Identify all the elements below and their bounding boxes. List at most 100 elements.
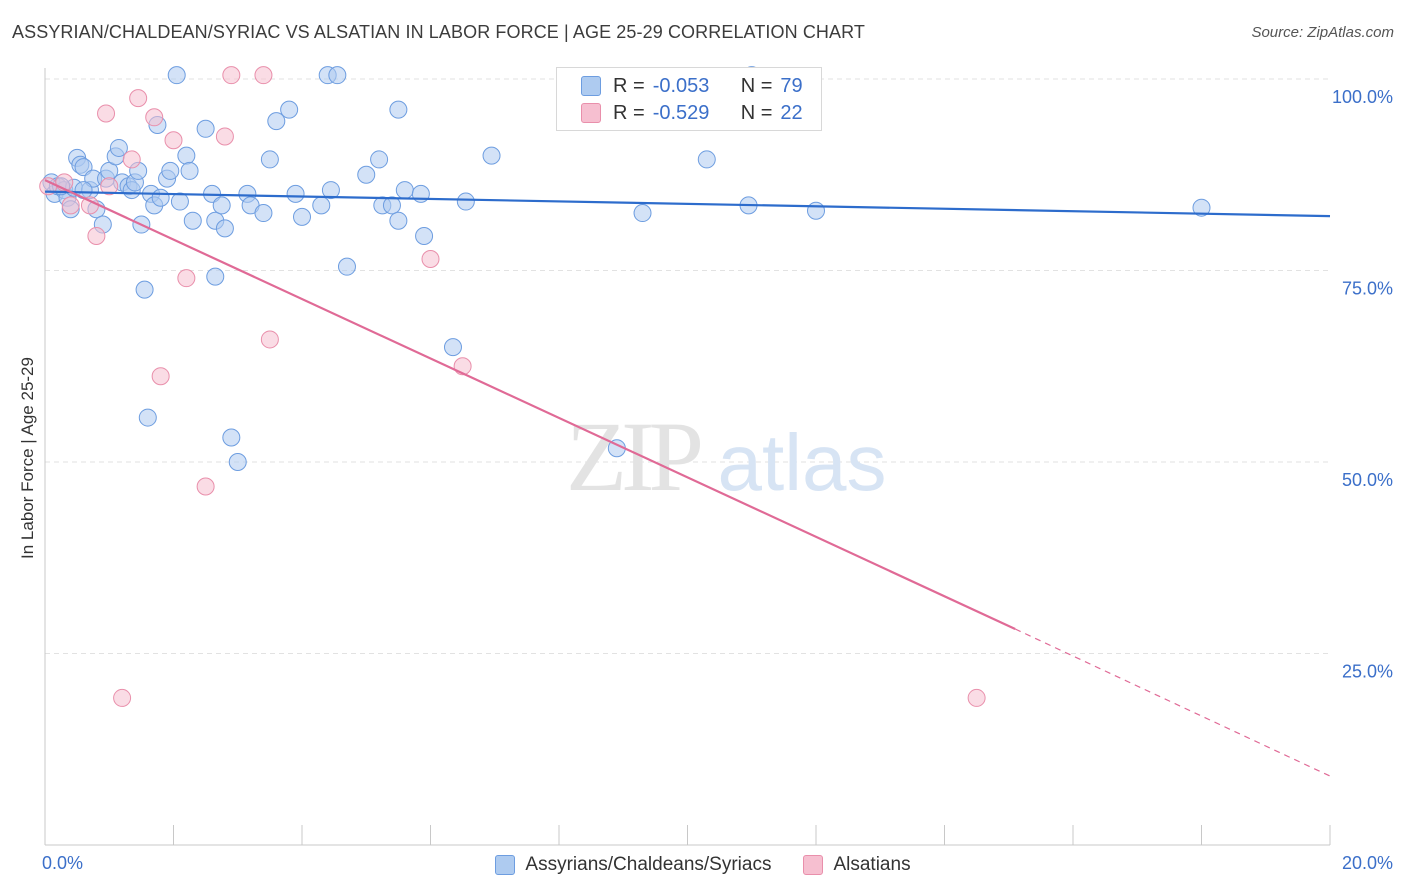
grid-lines bbox=[45, 78, 1330, 654]
stats-swatch-pink bbox=[581, 103, 601, 123]
chart-legend: Assyrians/Chaldeans/Syriacs Alsatians bbox=[0, 852, 1406, 878]
point-assyrians bbox=[370, 150, 389, 169]
point-alsatians bbox=[97, 104, 116, 123]
y-tick-label: 50.0% bbox=[1342, 470, 1393, 490]
point-assyrians bbox=[138, 408, 157, 427]
y-tick-labels: 25.0% 50.0% 75.0% 100.0% bbox=[1332, 87, 1393, 682]
point-alsatians bbox=[421, 250, 440, 269]
y-tick-label: 100.0% bbox=[1332, 87, 1393, 107]
point-assyrians bbox=[228, 453, 247, 471]
legend-swatch-blue bbox=[495, 855, 516, 875]
point-assyrians bbox=[267, 112, 286, 131]
point-assyrians bbox=[280, 100, 299, 119]
stats-swatch-blue bbox=[581, 76, 601, 96]
point-alsatians bbox=[129, 89, 148, 108]
point-assyrians bbox=[456, 192, 475, 211]
point-alsatians bbox=[122, 150, 141, 169]
point-assyrians bbox=[135, 280, 154, 299]
point-alsatians bbox=[196, 477, 215, 496]
point-assyrians bbox=[807, 201, 825, 220]
point-assyrians bbox=[312, 196, 331, 215]
point-assyrians bbox=[389, 211, 408, 230]
legend-item-assyrians: Assyrians/Chaldeans/Syriacs bbox=[495, 854, 771, 876]
point-assyrians bbox=[1192, 198, 1211, 217]
y-tick-label: 75.0% bbox=[1342, 279, 1393, 299]
x-tick-labels: 0.0% 20.0% bbox=[42, 853, 1393, 873]
point-alsatians bbox=[967, 688, 986, 707]
point-alsatians bbox=[260, 330, 279, 349]
point-alsatians bbox=[254, 66, 273, 85]
r-label: R = bbox=[613, 74, 645, 97]
point-assyrians bbox=[167, 66, 186, 85]
y-tick-label: 25.0% bbox=[1342, 662, 1393, 682]
point-assyrians bbox=[321, 181, 340, 200]
point-assyrians bbox=[254, 204, 273, 223]
point-alsatians bbox=[215, 127, 234, 146]
trend-line-alsatians bbox=[44, 179, 1016, 630]
point-assyrians bbox=[151, 188, 170, 207]
n-value: 22 bbox=[780, 101, 803, 124]
point-alsatians bbox=[222, 66, 241, 85]
point-assyrians bbox=[286, 184, 305, 203]
point-alsatians bbox=[145, 108, 164, 127]
watermark-atlas: atlas bbox=[718, 418, 887, 507]
point-alsatians bbox=[164, 131, 183, 150]
point-assyrians bbox=[222, 428, 241, 447]
point-alsatians bbox=[177, 269, 196, 288]
point-assyrians bbox=[180, 161, 199, 180]
r-label: R = bbox=[613, 101, 645, 124]
trend-line-alsatians-extension bbox=[1014, 628, 1331, 777]
chart-title: ASSYRIAN/CHALDEAN/SYRIAC VS ALSATIAN IN … bbox=[12, 22, 866, 42]
x-tick-label-max: 20.0% bbox=[1342, 853, 1393, 873]
point-assyrians bbox=[328, 66, 347, 85]
point-assyrians bbox=[415, 227, 434, 246]
r-value: -0.053 bbox=[652, 74, 710, 97]
axes bbox=[44, 68, 1331, 846]
n-value: 79 bbox=[780, 74, 803, 97]
stats-box: R = -0.053 N = 79 R = -0.529 N = 22 bbox=[556, 67, 822, 131]
point-assyrians bbox=[74, 158, 93, 177]
point-assyrians bbox=[337, 257, 356, 276]
point-assyrians bbox=[357, 165, 376, 184]
point-assyrians bbox=[482, 146, 501, 165]
point-assyrians bbox=[109, 138, 128, 157]
point-alsatians bbox=[100, 177, 119, 196]
point-alsatians bbox=[151, 367, 170, 386]
trend-line-assyrians bbox=[44, 190, 1331, 218]
point-alsatians bbox=[113, 688, 132, 707]
point-assyrians bbox=[177, 146, 196, 165]
legend-swatch-pink bbox=[803, 855, 824, 875]
point-assyrians bbox=[697, 150, 716, 169]
point-assyrians bbox=[215, 219, 234, 238]
n-label: N = bbox=[740, 74, 773, 97]
legend-item-alsatians: Alsatians bbox=[803, 854, 911, 876]
point-assyrians bbox=[389, 100, 408, 119]
point-assyrians bbox=[170, 192, 189, 211]
point-alsatians bbox=[61, 196, 80, 215]
n-label: N = bbox=[740, 101, 773, 124]
x-tick-label-min: 0.0% bbox=[42, 853, 83, 873]
r-value: -0.529 bbox=[652, 101, 710, 124]
trend-lines bbox=[44, 179, 1331, 777]
point-assyrians bbox=[395, 181, 414, 200]
stats-row-alsatians: R = -0.529 N = 22 bbox=[581, 100, 803, 126]
legend-label: Alsatians bbox=[833, 854, 911, 875]
stats-row-assyrians: R = -0.053 N = 79 bbox=[581, 73, 803, 99]
y-axis-label: In Labor Force | Age 25-29 bbox=[18, 357, 37, 559]
point-assyrians bbox=[443, 338, 462, 357]
watermark: ZIP atlas bbox=[566, 401, 886, 512]
source-label: Source: ZipAtlas.com bbox=[1251, 24, 1394, 41]
legend-label: Assyrians/Chaldeans/Syriacs bbox=[525, 854, 772, 875]
point-assyrians bbox=[260, 150, 279, 169]
point-assyrians bbox=[196, 119, 215, 138]
point-assyrians bbox=[161, 161, 180, 180]
point-assyrians bbox=[633, 204, 652, 223]
point-assyrians bbox=[212, 196, 231, 215]
point-alsatians bbox=[80, 196, 99, 215]
watermark-zip: ZIP bbox=[566, 401, 700, 512]
point-assyrians bbox=[183, 211, 202, 230]
point-assyrians bbox=[206, 267, 225, 286]
data-points bbox=[39, 66, 1211, 707]
point-assyrians bbox=[382, 196, 401, 215]
